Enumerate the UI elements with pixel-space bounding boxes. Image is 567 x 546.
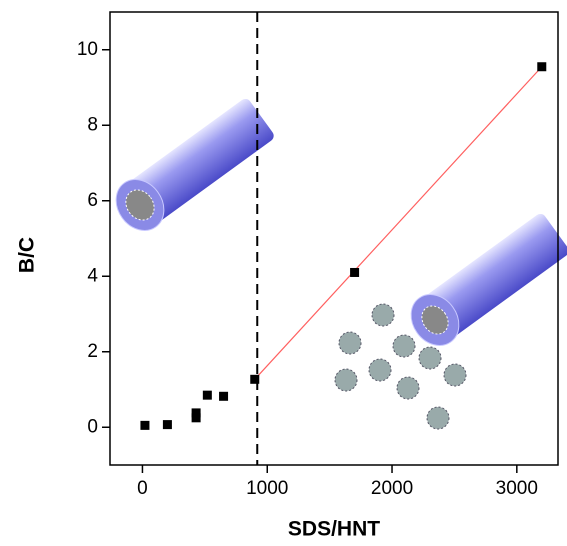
fit-line xyxy=(254,66,543,380)
point xyxy=(162,420,172,430)
point xyxy=(350,267,360,277)
x-axis-title: SDS/HNT xyxy=(288,518,380,541)
y-tick-label: 2 xyxy=(87,341,98,362)
illustration-right xyxy=(410,213,567,346)
y-axis-title: B/C xyxy=(16,237,39,273)
micelles xyxy=(334,303,467,430)
y-tick-label: 6 xyxy=(87,190,98,211)
x-tick-label: 2000 xyxy=(371,478,413,499)
point xyxy=(219,391,229,401)
point xyxy=(140,420,150,430)
point xyxy=(191,413,201,423)
point xyxy=(537,62,547,72)
illustration-left xyxy=(115,98,274,231)
y-tick-label: 4 xyxy=(87,265,98,286)
point xyxy=(250,374,260,384)
x-tick-label: 1000 xyxy=(246,478,288,499)
x-tick-label: 3000 xyxy=(496,478,538,499)
plot-frame xyxy=(109,11,559,466)
y-tick-label: 0 xyxy=(87,416,98,437)
y-tick-label: 8 xyxy=(87,114,98,135)
x-tick-label: 0 xyxy=(137,478,148,499)
point xyxy=(202,390,212,400)
y-tick-label: 10 xyxy=(77,39,98,60)
point xyxy=(191,408,201,418)
